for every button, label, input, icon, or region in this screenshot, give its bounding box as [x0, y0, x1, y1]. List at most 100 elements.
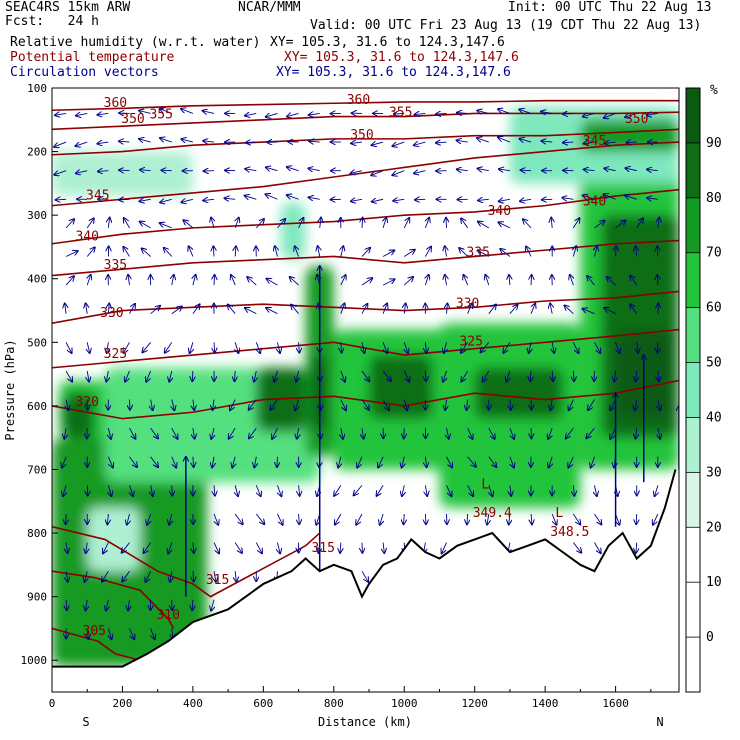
vector-arrow-51 [108, 485, 111, 496]
rh-region-10 [369, 355, 433, 419]
vector-arrow-478 [658, 370, 659, 381]
vector-arrow-46 [107, 342, 109, 353]
colorbar-segment-6 [686, 417, 700, 473]
colorbar-label-9: 90 [706, 136, 722, 151]
colorbar-segment-4 [686, 307, 700, 363]
vector-arrow-469 [647, 113, 658, 115]
vector-arrow-20 [75, 141, 88, 146]
vector-arrow-125 [193, 428, 195, 439]
vector-arrow-369 [506, 370, 510, 382]
theta-contour-355 [52, 111, 679, 131]
field2-xy: XY= 105.3, 31.6 to 124.3,147.6 [284, 50, 519, 65]
theta-contour-335 [52, 239, 679, 277]
vector-arrow-362 [499, 169, 510, 171]
vector-arrow-17 [66, 599, 67, 610]
vector-arrow-287 [404, 250, 415, 257]
vector-arrow-433 [586, 427, 595, 438]
vector-arrow-290 [404, 342, 408, 353]
vector-arrow-13 [63, 485, 66, 496]
vector-arrow-276 [382, 399, 389, 411]
vector-arrow-169 [245, 169, 257, 171]
vector-arrow-0 [55, 113, 67, 115]
vector-arrow-66 [125, 370, 130, 382]
vector-arrow-471 [647, 169, 658, 170]
vector-arrow-195 [272, 427, 278, 439]
vector-arrow-193 [274, 370, 277, 382]
vector-arrow-210 [296, 370, 298, 382]
vector-arrow-322 [444, 342, 447, 353]
vector-arrow-379 [520, 199, 532, 201]
vector-arrow-352 [488, 305, 496, 314]
vector-arrow-167 [245, 113, 257, 115]
vector-arrow-326 [446, 456, 453, 468]
vector-arrow-101 [172, 275, 174, 286]
vector-arrow-65 [123, 342, 130, 353]
vector-arrow-414 [572, 342, 578, 353]
vector-arrow-425 [583, 195, 595, 199]
vector-arrow-275 [382, 370, 391, 381]
vector-arrow-73 [122, 570, 130, 581]
vector-arrow-203 [287, 167, 299, 171]
vector-arrow-11 [64, 428, 66, 439]
vector-arrow-70 [129, 485, 133, 496]
colorbar-segment-0 [686, 88, 700, 143]
field3-name: Circulation vectors [10, 65, 159, 80]
vector-arrow-199 [277, 542, 280, 554]
vector-arrow-426 [594, 221, 604, 229]
vector-arrow-34 [86, 542, 88, 554]
vector-arrow-415 [573, 370, 574, 381]
vector-arrow-430 [594, 342, 600, 353]
vector-arrow-219 [308, 168, 320, 170]
vector-arrow-311 [425, 485, 427, 496]
vector-arrow-137 [213, 246, 214, 257]
vector-arrow-89 [151, 485, 153, 496]
terrain-fill [52, 469, 679, 692]
vector-arrow-42 [108, 218, 109, 228]
y-tick-label-2: 300 [27, 209, 47, 222]
vector-arrow-67 [129, 399, 130, 410]
vector-arrow-10 [66, 399, 68, 411]
vector-arrow-321 [447, 304, 448, 314]
vector-arrow-280 [380, 513, 383, 525]
vector-arrow-136 [211, 218, 214, 228]
vector-arrow-461 [637, 342, 638, 352]
vector-arrow-182 [255, 542, 262, 554]
vector-arrow-265 [361, 570, 368, 582]
vector-arrow-5 [65, 251, 78, 257]
vector-arrow-222 [318, 246, 320, 257]
x-axis: 0 200 400 600 800 1000 1200 1400 1600 [49, 686, 652, 710]
vector-arrow-353 [480, 342, 490, 352]
vector-arrow-302 [425, 218, 429, 229]
vector-arrow-434 [591, 456, 595, 468]
colorbar-label-8: 80 [706, 191, 722, 206]
theta-label-2: 350 [121, 112, 144, 127]
vector-arrow-338 [461, 342, 469, 352]
vector-arrow-168 [246, 142, 257, 143]
vector-arrow-370 [510, 399, 511, 410]
vector-arrow-401 [550, 399, 552, 411]
vector-arrow-366 [509, 275, 510, 286]
x-tick-label-8: 1600 [602, 697, 629, 710]
vector-arrow-270 [383, 218, 386, 229]
vector-arrow-292 [404, 399, 407, 411]
vector-arrow-115 [181, 139, 194, 142]
vector-arrow-6 [65, 276, 74, 286]
vector-arrow-201 [287, 113, 299, 116]
vector-arrow-267 [372, 142, 384, 145]
vector-arrow-374 [509, 513, 510, 524]
colorbar-label-6: 60 [706, 301, 722, 316]
vector-arrow-54 [102, 570, 109, 582]
vector-arrow-306 [425, 342, 426, 352]
vector-arrow-173 [247, 277, 257, 286]
vector-arrow-192 [277, 342, 280, 353]
vector-arrow-449 [610, 427, 616, 439]
vector-arrow-274 [383, 342, 387, 353]
theta-label-0: 360 [104, 96, 127, 111]
vector-arrow-336 [463, 275, 467, 286]
vector-arrow-148 [214, 571, 216, 582]
vector-arrow-282 [394, 113, 405, 114]
vector-arrow-300 [414, 171, 426, 174]
vector-arrow-96 [160, 138, 172, 142]
vector-arrow-7 [65, 303, 66, 314]
vector-arrow-371 [510, 427, 514, 439]
